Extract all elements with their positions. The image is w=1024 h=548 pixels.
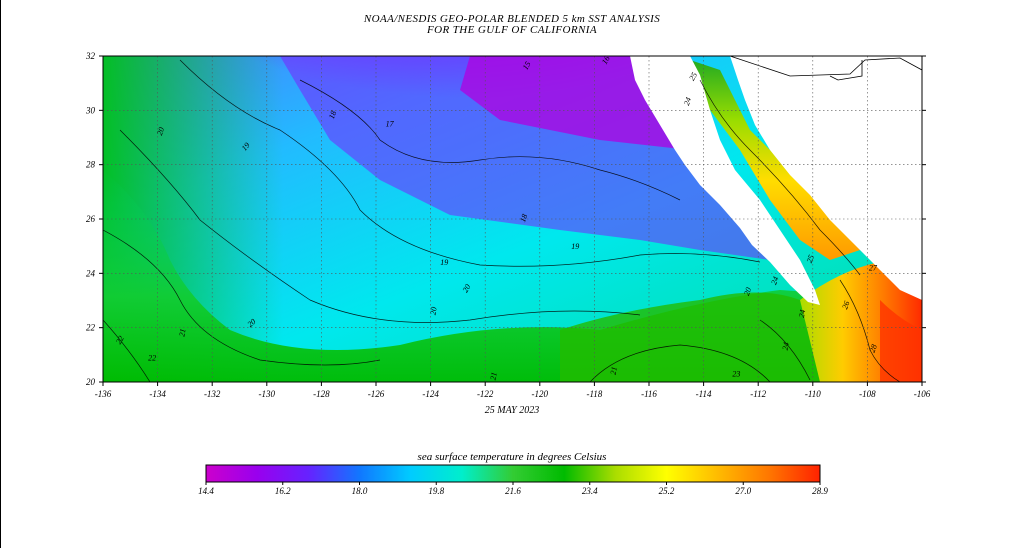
contour-label: 19 <box>571 242 579 251</box>
frame-edge <box>0 0 1 548</box>
color-legend: 14.4 16.2 18.0 19.8 21.6 23.4 25.2 27.0 28.9 <box>198 464 828 496</box>
contour-label: 18 <box>327 110 338 121</box>
y-tick-label: 26 <box>86 214 96 224</box>
x-tick-label: -122 <box>477 389 494 399</box>
legend-label: 16.2 <box>275 486 291 496</box>
contour-label: 24 <box>797 309 807 318</box>
x-tick-label: -126 <box>368 389 385 399</box>
graticule <box>103 56 922 382</box>
contour-labels: 15 16 17 18 18 19 19 19 20 20 20 20 21 21 21 22 22 23 24 25… <box>114 54 879 380</box>
contour-label: 22 <box>148 353 156 362</box>
x-tick-label: -128 <box>313 389 330 399</box>
x-tick-label: -124 <box>422 389 439 399</box>
x-tick-label: -112 <box>750 389 766 399</box>
legend-label: 21.6 <box>505 486 521 496</box>
legend-label: 27.0 <box>735 486 751 496</box>
contour-label: 20 <box>428 306 438 315</box>
x-tick-label: -130 <box>259 389 276 399</box>
contour-label: 20 <box>155 126 166 137</box>
contour-label: 26 <box>840 300 851 311</box>
y-tick-label: 32 <box>85 51 96 61</box>
contour-label: 24 <box>682 96 693 107</box>
analysis-date: 25 MAY 2023 <box>484 405 540 416</box>
contour-label: 18 <box>518 213 529 224</box>
contour-label: 25 <box>687 71 699 82</box>
contour-label: 21 <box>177 328 187 337</box>
x-tick-label: -118 <box>586 389 602 399</box>
contour-label: 21 <box>489 371 499 380</box>
legend-color-bar <box>205 464 821 483</box>
x-tick-label: -108 <box>859 389 876 399</box>
y-tick-label: 22 <box>86 323 96 333</box>
contour-label: 23 <box>732 370 740 379</box>
contour-label: 20 <box>742 286 753 297</box>
x-tick-label: -134 <box>149 389 166 399</box>
legend-label: 23.4 <box>582 486 598 496</box>
legend-label: 14.4 <box>198 486 214 496</box>
y-tick-label: 28 <box>86 160 96 170</box>
latitude-ticks: 32 30 28 26 24 22 20 <box>85 51 926 387</box>
legend-label: 25.2 <box>659 486 675 496</box>
x-tick-label: -110 <box>805 389 821 399</box>
contour-label: 16 <box>600 54 612 65</box>
contour-label: 20 <box>461 283 473 294</box>
contour-label: 22 <box>114 334 126 345</box>
longitude-ticks: -136 -134 -132 -130 -128 -126 -124 -122 -120 -118… <box>95 382 931 399</box>
contour-label: 27 <box>869 264 878 273</box>
x-tick-label: -132 <box>204 389 221 399</box>
x-tick-label: -120 <box>532 389 549 399</box>
contour-label: 15 <box>521 60 533 71</box>
legend-label: 28.9 <box>812 486 828 496</box>
contour-label: 20 <box>246 317 258 329</box>
contour-label: 21 <box>609 366 619 375</box>
x-tick-label: -114 <box>696 389 712 399</box>
legend-title: sea surface temperature in degrees Celsi… <box>417 451 607 463</box>
y-tick-label: 20 <box>86 377 96 387</box>
contour-label: 28 <box>868 343 879 354</box>
map-title-line2: FOR THE GULF OF CALIFORNIA <box>427 24 597 36</box>
contour-label: 24 <box>769 275 780 286</box>
legend-label: 19.8 <box>428 486 444 496</box>
contour-label: 17 <box>386 120 395 129</box>
contour-label: 25 <box>805 254 816 265</box>
legend-label: 18.0 <box>352 486 368 496</box>
sst-field <box>103 56 922 382</box>
x-tick-label: -106 <box>914 389 931 399</box>
contour-label: 19 <box>240 141 252 153</box>
contour-label: 19 <box>440 258 448 267</box>
y-tick-label: 24 <box>86 268 96 278</box>
x-tick-label: -116 <box>641 389 657 399</box>
map-title-line1: NOAA/NESDIS GEO-POLAR BLENDED 5 km SST A… <box>363 13 661 25</box>
contour-label: 24 <box>781 342 791 351</box>
x-tick-label: -136 <box>95 389 112 399</box>
y-tick-label: 30 <box>85 105 96 115</box>
